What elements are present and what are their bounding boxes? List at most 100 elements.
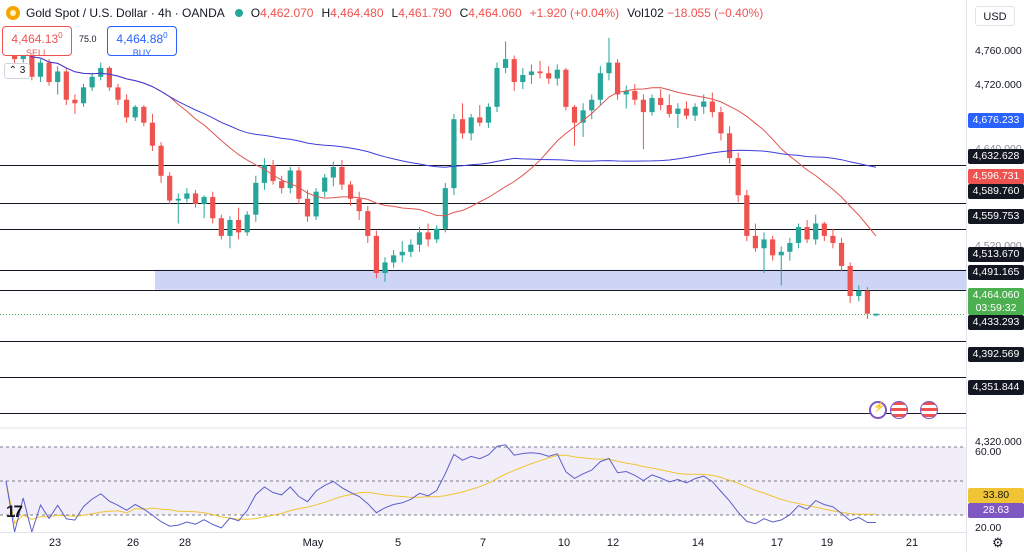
price-tick: 4,720.000: [975, 79, 1022, 91]
level-tag: 4,433.293: [968, 315, 1024, 330]
candle-body: [227, 219, 233, 236]
level-tag: 4,513.670: [968, 247, 1024, 262]
rsi-line: [5, 444, 876, 532]
candle-body: [804, 227, 810, 240]
rsi-tick: 20.00: [975, 522, 1002, 534]
candle-body: [72, 99, 78, 104]
candle-body: [89, 76, 95, 88]
candle-body: [546, 73, 552, 79]
candle-body: [451, 119, 457, 189]
price-chart[interactable]: [0, 0, 966, 532]
candle-body: [382, 262, 388, 274]
candle-body: [873, 313, 879, 316]
candle-body: [106, 67, 112, 88]
candle-body: [184, 193, 190, 199]
sell-button[interactable]: 4,464.130 SELL: [2, 26, 72, 58]
us-flag-event-icon[interactable]: [890, 401, 908, 419]
rsi-tag: 28.63: [968, 503, 1024, 518]
candle-body: [347, 184, 354, 199]
candle-body: [63, 71, 69, 100]
symbol-title[interactable]: Gold Spot / U.S. Dollar · 4h · OANDA: [26, 6, 225, 20]
candle-body: [123, 99, 130, 118]
candle-body: [675, 108, 681, 114]
candle-body: [201, 196, 207, 205]
sell-price-sup: 0: [58, 31, 63, 40]
time-axis[interactable]: 23 26 28 May 5 7 10 12 14 17 19 21: [0, 532, 966, 552]
candle-body: [391, 255, 397, 263]
candle-body: [838, 242, 845, 266]
candle-body: [752, 235, 759, 249]
buy-label: BUY: [132, 48, 152, 58]
candle-body: [744, 195, 750, 236]
candle-body: [726, 133, 733, 159]
candle-body: [528, 71, 535, 75]
level-tag: 4,632.628: [968, 149, 1024, 164]
price-tick: 4,760.000: [975, 45, 1022, 57]
candle-body: [98, 67, 104, 77]
us-flag-event-icon-2[interactable]: [920, 401, 938, 419]
candle-body: [830, 235, 836, 243]
level-tag: 4,491.165: [968, 265, 1024, 280]
candle-body: [511, 59, 517, 83]
time-tick: 26: [126, 537, 140, 549]
candle-body: [485, 106, 491, 123]
ma-slow-line: [5, 42, 877, 168]
support-zone: [155, 269, 966, 290]
candle-body: [80, 87, 87, 104]
rsi-ma-line: [5, 454, 877, 525]
price-change: +1.920 (+0.04%): [529, 6, 620, 20]
candle-body: [778, 251, 784, 256]
candle-body: [701, 101, 707, 107]
candle-body: [29, 48, 35, 77]
tradingview-logo[interactable]: 17: [6, 502, 23, 521]
bar-countdown: 03:59:32: [968, 302, 1024, 315]
candle-body: [141, 106, 147, 123]
rsi-tick: 60.00: [975, 446, 1002, 458]
candle-body: [589, 99, 595, 111]
candle-body: [563, 69, 569, 107]
time-tick: 21: [905, 537, 919, 549]
candle-body: [537, 71, 543, 74]
candle-body: [658, 97, 664, 106]
flash-event-icon[interactable]: [869, 401, 887, 419]
candle-body: [175, 198, 181, 201]
price-axis[interactable]: 4,760.000 4,720.000 4,640.000 4,520.000 …: [966, 0, 1024, 552]
candle-body: [459, 119, 466, 134]
candle-body: [149, 122, 156, 146]
gold-coin-icon: [6, 6, 20, 20]
buy-button[interactable]: 4,464.880 BUY: [107, 26, 177, 58]
chart-pane[interactable]: [0, 0, 966, 552]
candle-body: [494, 67, 500, 107]
candle-body: [287, 170, 293, 189]
candle-body: [571, 106, 578, 123]
level-tag: 4,589.760: [968, 184, 1024, 199]
time-tick: 23: [48, 537, 62, 549]
candle-body: [304, 198, 311, 217]
candle-body: [399, 251, 405, 256]
candle-body: [597, 73, 603, 100]
ohlc-low: L4,461.790: [391, 6, 452, 20]
gear-icon[interactable]: ⚙: [992, 535, 1004, 550]
level-tag: 4,559.753: [968, 209, 1024, 224]
candle-body: [218, 218, 224, 236]
candle-body: [649, 97, 655, 113]
candle-body: [623, 90, 629, 95]
candle-body: [442, 188, 448, 229]
candle-body: [640, 99, 647, 113]
candle-body: [718, 112, 724, 134]
time-tick: 14: [691, 537, 705, 549]
ohlc-open: O4,462.070: [250, 6, 314, 20]
time-tick: May: [302, 537, 324, 549]
ma-slow-tag: 4,676.233: [968, 113, 1024, 128]
time-tick: 10: [557, 537, 571, 549]
collapse-indicators-button[interactable]: ⌃ 3: [4, 63, 30, 79]
candle-body: [580, 110, 586, 123]
candle-body: [37, 62, 44, 77]
candle-body: [666, 105, 672, 114]
time-tick: 17: [770, 537, 784, 549]
candle-body: [253, 182, 259, 215]
candle-body: [787, 242, 793, 252]
candle-body: [365, 211, 371, 236]
currency-button[interactable]: USD: [975, 6, 1015, 26]
candle-body: [279, 181, 285, 189]
